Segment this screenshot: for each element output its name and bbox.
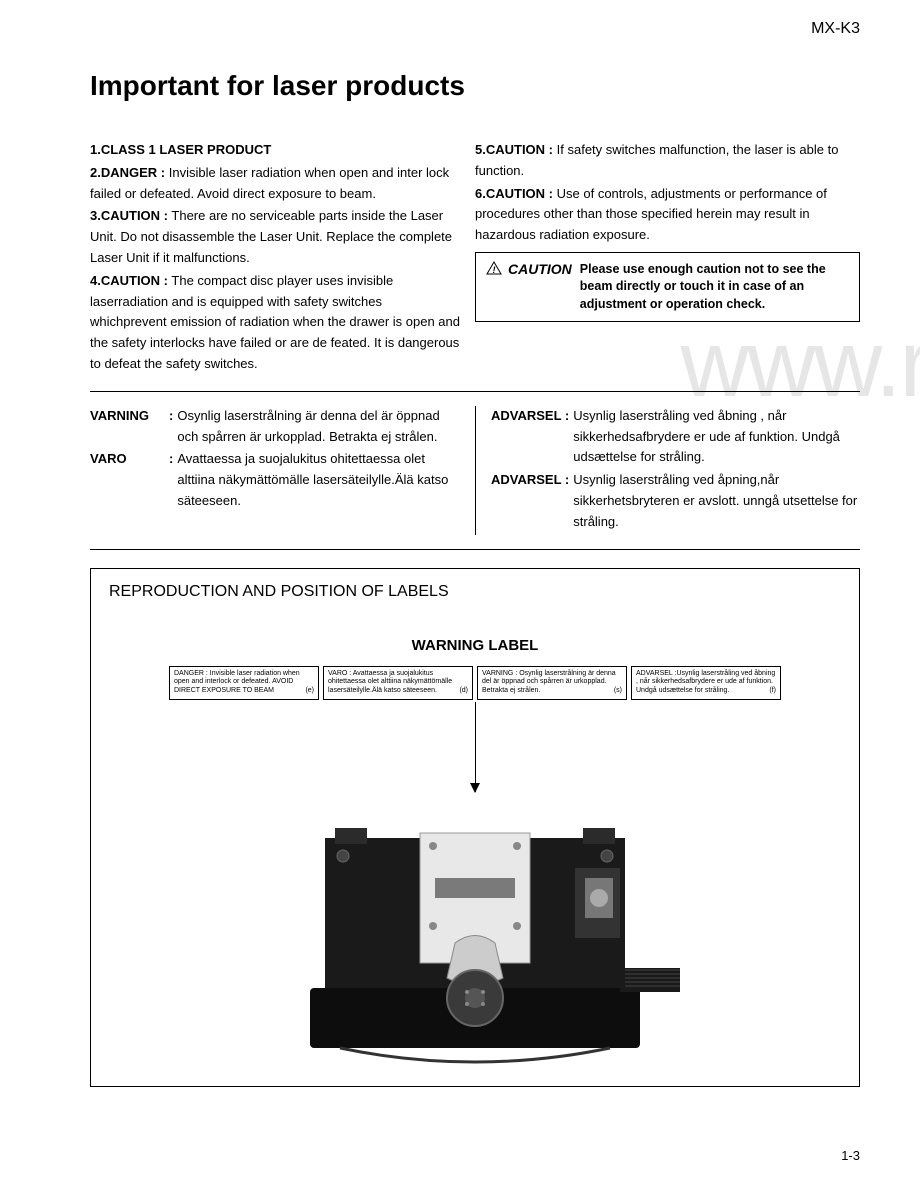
list-item: 6.CAUTION : Use of controls, adjustments… [475, 184, 860, 246]
warning-row: ADVARSEL : Usynlig laserstråling ved åbn… [491, 406, 860, 468]
warning-row: VARO : Avattaessa ja suojalukitus ohitet… [90, 449, 460, 511]
item-term: CLASS 1 LASER PRODUCT [101, 142, 271, 157]
list-item: 4.CAUTION : The compact disc player uses… [90, 271, 460, 375]
content: 1.CLASS 1 LASER PRODUCT 2.DANGER : Invis… [90, 140, 860, 1087]
item-term: CAUTION : [101, 273, 168, 288]
caution-label: CAUTION [508, 261, 572, 277]
arrow-line-icon [475, 702, 476, 792]
warning-text: Avattaessa ja suojalukitus ohitettaessa … [177, 449, 460, 511]
mid-columns: VARNING : Osynlig laserstrålning är denn… [90, 406, 860, 535]
caution-label-area: ! CAUTION [486, 261, 580, 314]
colon: : [165, 406, 177, 448]
divider [90, 549, 860, 550]
item-number: 3. [90, 208, 101, 223]
small-label: VARO : Avattaessa ja suojalukitus ohitet… [323, 666, 473, 700]
label-suffix: (f) [769, 687, 776, 696]
list-item: 1.CLASS 1 LASER PRODUCT [90, 140, 460, 161]
warning-label: VARNING [90, 406, 165, 448]
list-item: 3.CAUTION : There are no serviceable par… [90, 206, 460, 268]
label-row: DANGER : Invisible laser radiation when … [109, 666, 841, 700]
item-number: 6. [475, 186, 486, 201]
warning-row: VARNING : Osynlig laserstrålning är denn… [90, 406, 460, 448]
mid-right-column: ADVARSEL : Usynlig laserstråling ved åbn… [475, 406, 860, 535]
warning-label: VARO [90, 449, 165, 511]
item-number: 5. [475, 142, 486, 157]
small-label: VARNING : Osynlig laserstrålning är denn… [477, 666, 627, 700]
item-number: 1. [90, 142, 101, 157]
small-label: DANGER : Invisible laser radiation when … [169, 666, 319, 700]
warning-label: ADVARSEL : [491, 470, 569, 532]
label-text: VARNING : Osynlig laserstrålning är denn… [482, 670, 616, 695]
warning-row: ADVARSEL : Usynlig laserstråling ved åpn… [491, 470, 860, 532]
mid-left-column: VARNING : Osynlig laserstrålning är denn… [90, 406, 475, 535]
top-columns: 1.CLASS 1 LASER PRODUCT 2.DANGER : Invis… [90, 140, 860, 377]
reproduction-box: REPRODUCTION AND POSITION OF LABELS WARN… [90, 568, 860, 1087]
page-number: 1-3 [841, 1148, 860, 1163]
colon: : [165, 449, 177, 511]
caution-text: Please use enough caution not to see the… [580, 261, 849, 314]
device-illustration [109, 778, 841, 1068]
divider [90, 391, 860, 392]
label-text: DANGER : Invisible laser radiation when … [174, 670, 300, 695]
model-number: MX-K3 [811, 20, 860, 38]
small-label: ADVARSEL :Usynlig laserstråling ved åbni… [631, 666, 781, 700]
item-term: CAUTION : [486, 186, 553, 201]
label-suffix: (s) [614, 687, 622, 696]
left-column: 1.CLASS 1 LASER PRODUCT 2.DANGER : Invis… [90, 140, 475, 377]
list-item: 2.DANGER : Invisible laser radiation whe… [90, 163, 460, 205]
cd-mechanism-icon [265, 778, 685, 1068]
page-title: Important for laser products [90, 70, 465, 102]
label-text: ADVARSEL :Usynlig laserstråling ved åbni… [636, 670, 775, 695]
item-term: CAUTION : [101, 208, 168, 223]
list-item: 5.CAUTION : If safety switches malfuncti… [475, 140, 860, 182]
label-suffix: (d) [459, 687, 468, 696]
warning-label: ADVARSEL : [491, 406, 569, 468]
caution-box: ! CAUTION Please use enough caution not … [475, 252, 860, 323]
warning-triangle-icon: ! [486, 261, 502, 275]
warning-text: Osynlig laserstrålning är denna del är ö… [177, 406, 460, 448]
label-suffix: (e) [305, 687, 314, 696]
label-text: VARO : Avattaessa ja suojalukitus ohitet… [328, 670, 452, 695]
item-number: 4. [90, 273, 101, 288]
warning-text: Usynlig laserstråling ved åpning,når sik… [569, 470, 860, 532]
warning-label-title: WARNING LABEL [109, 637, 841, 654]
item-term: DANGER : [101, 165, 165, 180]
right-column: 5.CAUTION : If safety switches malfuncti… [475, 140, 860, 377]
warning-text: Usynlig laserstråling ved åbning , når s… [569, 406, 860, 468]
item-number: 2. [90, 165, 101, 180]
svg-text:!: ! [493, 265, 496, 275]
item-term: CAUTION : [486, 142, 553, 157]
reproduction-title: REPRODUCTION AND POSITION OF LABELS [109, 583, 841, 601]
